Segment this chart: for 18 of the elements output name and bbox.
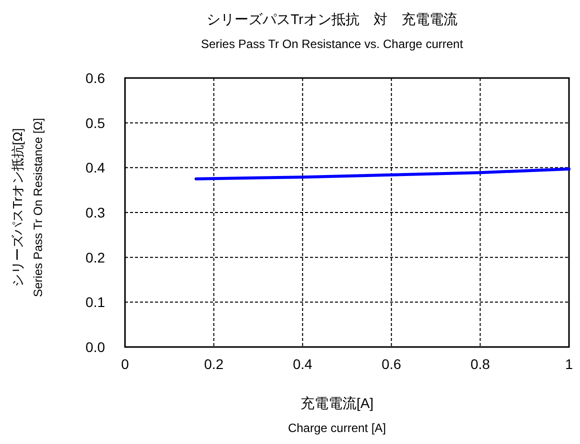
x-tick-label: 1 (565, 356, 574, 372)
y-axis-title: シリーズパスTrオン抵抗[Ω] Series Pass Tr On Resistance [Ω] (10, 118, 45, 298)
x-tick-label: 0.2 (204, 356, 224, 372)
y-tick-label: 0.6 (86, 70, 106, 86)
y-tick-label: 0.0 (86, 339, 106, 355)
x-tick-label: 0.4 (292, 356, 313, 372)
y-tick-label: 0.2 (86, 249, 106, 266)
line-series (194, 168, 570, 180)
x-axis-title: 充電電流[A] Charge current [A] (288, 395, 386, 435)
x-tick-label: 0 (121, 356, 130, 372)
chart-title: シリーズパスTrオン抵抗 対 充電電流 (206, 11, 458, 27)
chart-subtitle: Series Pass Tr On Resistance vs. Charge current (200, 37, 464, 51)
y-tick-label: 0.1 (86, 294, 106, 310)
y-tick-label: 0.4 (86, 160, 106, 176)
y-tick-label: 0.5 (86, 114, 106, 131)
x-tick-label: 0.8 (470, 356, 490, 372)
y-tick-label: 0.3 (86, 204, 106, 220)
x-tick-label: 0.6 (382, 356, 402, 372)
